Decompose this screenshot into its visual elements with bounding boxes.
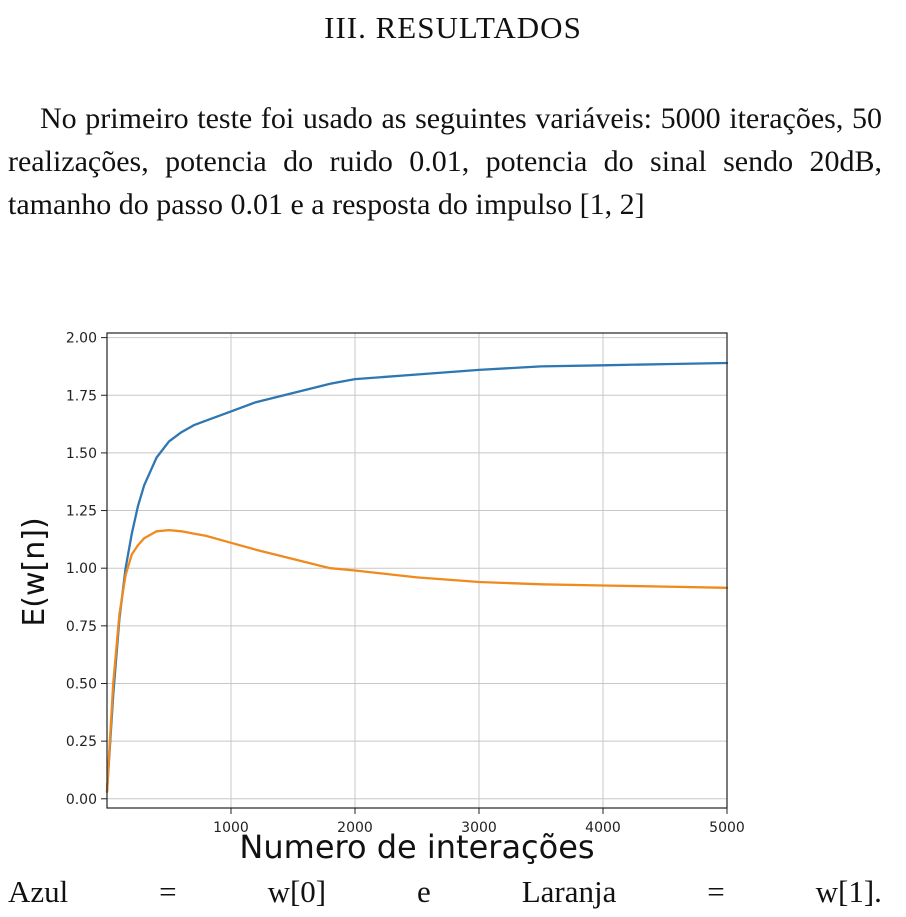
x-tick-label: 4000 [585, 820, 621, 836]
y-tick-label: 0.50 [66, 676, 97, 692]
caption-word: w[1]. [815, 874, 882, 909]
y-tick-label: 0.75 [66, 619, 97, 635]
caption-word: e [417, 874, 431, 909]
y-tick-label: 2.00 [66, 331, 97, 347]
caption-word: = [159, 874, 177, 909]
y-tick-label: 1.75 [66, 388, 97, 404]
caption-word: = [707, 874, 725, 909]
y-tick-label: 1.50 [66, 446, 97, 462]
x-axis-title: Numero de interações [239, 828, 594, 865]
x-tick-label: 2000 [337, 820, 373, 836]
y-tick-label: 0.25 [66, 734, 97, 750]
line-chart: 1000 2000 3000 4000 5000 0.00 0.25 0.50 0.75 1.00… [0, 320, 906, 865]
caption-word: Laranja [521, 874, 617, 909]
tick-layer: 1000 2000 3000 4000 5000 0.00 0.25 0.50 0.75 1.00… [66, 331, 745, 836]
chart-svg: 1000 2000 3000 4000 5000 0.00 0.25 0.50 0.75 1.00… [17, 331, 745, 865]
caption-word: w[0] [267, 874, 327, 909]
x-tick-label: 3000 [461, 820, 497, 836]
section-title: III. RESULTADOS [324, 10, 582, 45]
y-tick-label: 1.00 [66, 561, 97, 577]
x-tick-label: 1000 [213, 820, 249, 836]
caption-word: Azul [8, 874, 69, 909]
y-tick-label: 1.25 [66, 504, 97, 520]
body-paragraph: No primeiro teste foi usado as seguintes… [8, 102, 882, 221]
figure-caption: Azul = w[0] e Laranja = w[1]. [8, 868, 882, 916]
y-tick-label: 0.00 [66, 792, 97, 808]
x-tick-label: 5000 [709, 820, 745, 836]
series-layer [105, 361, 729, 794]
series-line-1 [105, 528, 729, 794]
series-line-0 [105, 361, 729, 794]
y-axis-title: E(w[n]) [17, 517, 52, 626]
grid-layer [107, 333, 728, 808]
plot-frame [106, 332, 728, 809]
